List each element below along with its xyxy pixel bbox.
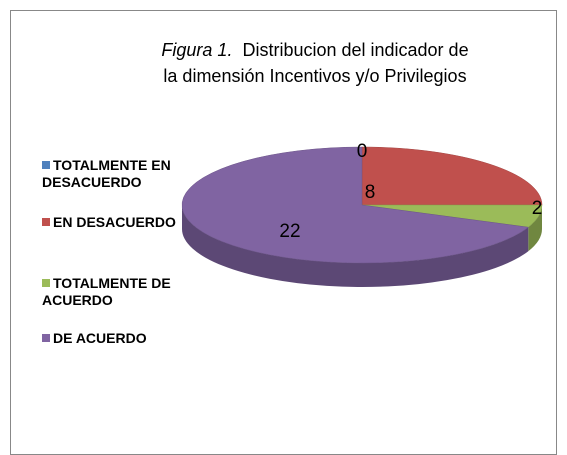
legend-item: TOTALMENTE DE ACUERDO	[42, 275, 214, 309]
legend-swatch	[42, 279, 50, 287]
legend-item: EN DESACUERDO	[42, 214, 214, 231]
legend-swatch	[42, 218, 50, 226]
legend-swatch	[42, 334, 50, 342]
pie-slice	[181, 146, 529, 264]
legend-label: TOTALMENTE DE ACUERDO	[42, 275, 171, 308]
chart-title: la dimensión Incentivos y/o Privilegios	[163, 66, 466, 86]
pie	[181, 146, 543, 288]
pie-slice	[361, 146, 543, 206]
legend-item: TOTALMENTE EN DESACUERDO	[42, 157, 214, 191]
value-label: 2	[532, 198, 543, 219]
title-prefix: Figura 1.	[161, 40, 232, 60]
legend-label: EN DESACUERDO	[53, 214, 176, 230]
pie-side	[181, 205, 529, 288]
legend-label: DE ACUERDO	[53, 330, 147, 346]
legend-label: TOTALMENTE EN DESACUERDO	[42, 157, 171, 190]
value-label: 8	[365, 182, 376, 203]
chart-title: Figura 1. Distribucion del indicador de	[161, 40, 468, 60]
legend-item: DE ACUERDO	[42, 330, 214, 347]
legend-swatch	[42, 161, 50, 169]
value-label: 22	[279, 221, 300, 242]
title-line: Distribucion del indicador de	[242, 40, 468, 60]
value-label: 0	[357, 141, 368, 162]
